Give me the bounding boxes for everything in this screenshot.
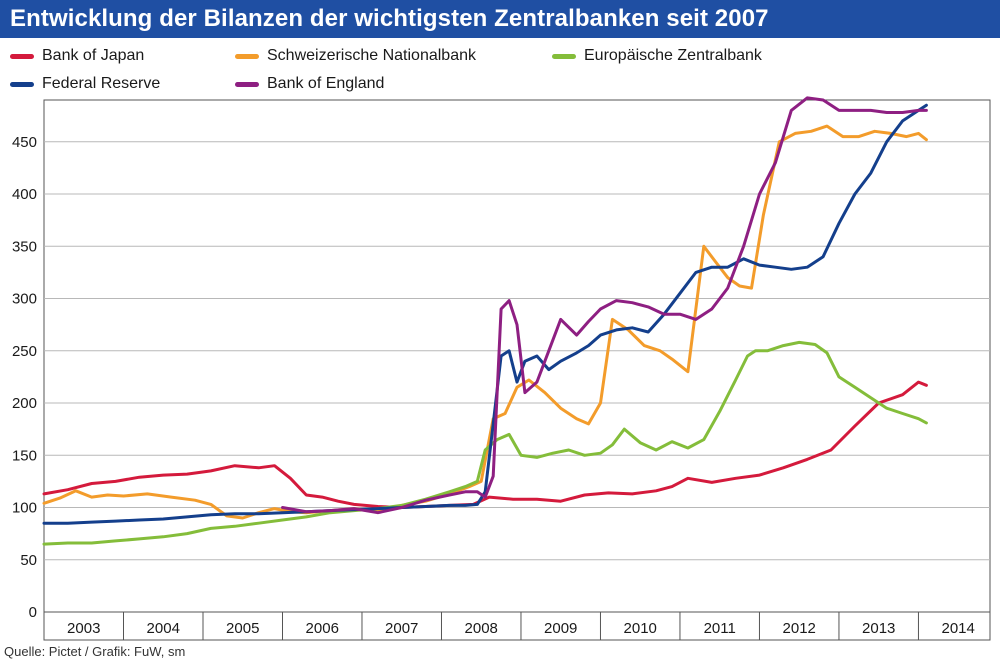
x-tick-label: 2004: [147, 620, 180, 637]
title-bar: Entwicklung der Bilanzen der wichtigsten…: [0, 0, 1000, 38]
y-tick-label: 300: [12, 291, 37, 308]
x-tick-label: 2008: [465, 620, 498, 637]
y-tick-label: 200: [12, 395, 37, 412]
source-note: Quelle: Pictet / Grafik: FuW, sm: [4, 644, 186, 659]
series-line-federal-reserve: [42, 103, 928, 525]
x-tick-label: 2010: [624, 620, 657, 637]
x-tick-label: 2007: [385, 620, 418, 637]
series-line-schweizerische-nationalbank: [42, 124, 928, 520]
legend-swatch-snb: [235, 53, 259, 59]
legend-label-ezb: Europäische Zentralbank: [584, 47, 762, 64]
y-tick-label: 50: [20, 552, 37, 569]
x-tick-label: 2006: [306, 620, 339, 637]
y-tick-label: 0: [29, 604, 37, 621]
x-tick-label: 2011: [704, 620, 736, 637]
y-tick-label: 150: [12, 447, 37, 464]
legend-swatch-ezb: [552, 53, 576, 59]
legend-item-ezb: Europäische Zentralbank: [552, 44, 762, 68]
x-tick-label: 2012: [783, 620, 816, 637]
legend-label-snb: Schweizerische Nationalbank: [267, 47, 476, 64]
legend-item-federal-reserve: Federal Reserve: [10, 72, 160, 96]
y-tick-label: 350: [12, 238, 37, 255]
legend-label-federal-reserve: Federal Reserve: [42, 75, 161, 92]
series-line-europ-ische-zentralbank: [42, 340, 928, 546]
legend-swatch-bank-of-england: [235, 81, 259, 87]
x-tick-label: 2003: [67, 620, 100, 637]
y-tick-label: 450: [12, 134, 37, 151]
x-tick-label: 2009: [544, 620, 577, 637]
legend-item-bank-of-england: Bank of England: [235, 72, 384, 96]
y-tick-label: 100: [12, 500, 37, 517]
x-tick-label: 2014: [942, 620, 975, 637]
x-tick-label: 2005: [226, 620, 259, 637]
legend-label-bank-of-japan: Bank of Japan: [42, 47, 145, 64]
y-tick-label: 400: [12, 186, 37, 203]
plot-frame: [43, 99, 991, 641]
legend: Bank of Japan Schweizerische Nationalban…: [0, 44, 1000, 100]
x-tick-label: 2013: [862, 620, 895, 637]
legend-swatch-federal-reserve: [10, 81, 34, 87]
series-line-bank-of-england: [281, 96, 928, 515]
y-tick-label: 250: [12, 343, 37, 360]
legend-item-snb: Schweizerische Nationalbank: [235, 44, 476, 68]
legend-item-bank-of-japan: Bank of Japan: [10, 44, 144, 68]
legend-swatch-bank-of-japan: [10, 53, 34, 59]
chart-title: Entwicklung der Bilanzen der wichtigsten…: [10, 5, 769, 32]
legend-label-bank-of-england: Bank of England: [267, 75, 385, 92]
